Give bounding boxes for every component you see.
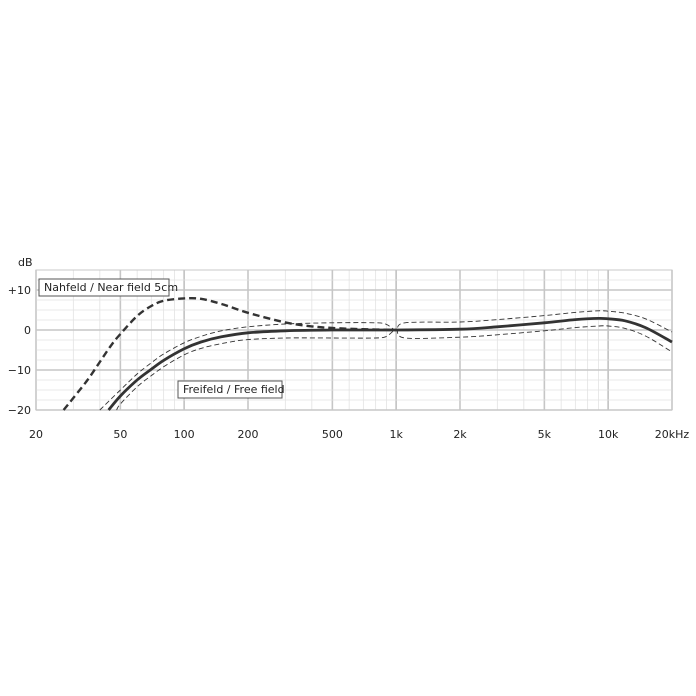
x-tick-label: 10k (598, 428, 619, 441)
x-tick-label: 100 (174, 428, 195, 441)
series-free-field (107, 316, 673, 411)
near-field-annotation-text: Nahfeld / Near field 5cm (44, 281, 178, 294)
series-near-field (62, 296, 397, 411)
y-tick-label: −20 (8, 404, 31, 417)
x-tick-label: 50 (113, 428, 127, 441)
free-field-annotation: Freifeld / Free field (177, 380, 285, 399)
near-field-annotation: Nahfeld / Near field 5cm (38, 278, 178, 297)
series-layer (62, 296, 673, 411)
free-field-annotation-text: Freifeld / Free field (183, 383, 285, 396)
x-tick-label: 20kHz (655, 428, 690, 441)
tick-labels: 20 50 100 200 500 1k 2k 5k 10k 20kHz +10 0 −10 −20 (8, 284, 690, 441)
y-tick-label: +10 (8, 284, 31, 297)
series-free-field-upper-tolerance (99, 310, 673, 411)
x-tick-label: 2k (453, 428, 467, 441)
x-tick-label: 500 (322, 428, 343, 441)
plot-frame (35, 269, 673, 411)
x-tick-label: 1k (389, 428, 403, 441)
x-tick-label: 200 (238, 428, 259, 441)
y-axis-unit-label: dB (18, 256, 33, 269)
y-tick-label: −10 (8, 364, 31, 377)
series-free-field-lower-tolerance (116, 325, 673, 411)
x-tick-label: 20 (29, 428, 43, 441)
y-tick-label: 0 (24, 324, 31, 337)
x-tick-label: 5k (538, 428, 552, 441)
